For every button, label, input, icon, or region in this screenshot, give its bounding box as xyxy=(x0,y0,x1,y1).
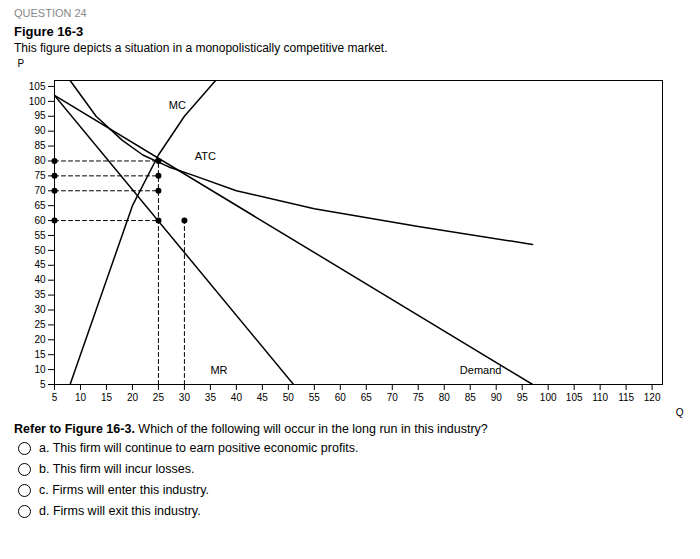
svg-text:MC: MC xyxy=(169,99,186,111)
svg-text:55: 55 xyxy=(34,230,46,241)
svg-text:85: 85 xyxy=(34,140,46,151)
svg-text:30: 30 xyxy=(179,392,191,403)
svg-text:10: 10 xyxy=(34,364,46,375)
svg-text:105: 105 xyxy=(29,81,46,92)
svg-text:75: 75 xyxy=(413,392,425,403)
html-text:b. This firm will incur losses: b. This firm will incur losses. xyxy=(39,462,195,476)
svg-text:MR: MR xyxy=(210,364,227,376)
svg-text:ATC: ATC xyxy=(195,149,216,161)
svg-text:10: 10 xyxy=(75,392,87,403)
html-text:Refer to Figure 16-3. Which of: Refer to Figure 16-3. Which of the follo… xyxy=(14,422,488,436)
svg-text:90: 90 xyxy=(491,392,503,403)
svg-text:75: 75 xyxy=(34,170,46,181)
svg-text:5: 5 xyxy=(52,392,58,403)
svg-text:45: 45 xyxy=(257,392,269,403)
html-text:Figure 16-3: Figure 16-3 xyxy=(14,24,84,39)
svg-text:90: 90 xyxy=(34,125,46,136)
svg-text:120: 120 xyxy=(644,392,661,403)
svg-text:P: P xyxy=(18,58,25,69)
svg-text:65: 65 xyxy=(34,200,46,211)
svg-text:25: 25 xyxy=(34,319,46,330)
svg-text:15: 15 xyxy=(101,392,113,403)
svg-text:115: 115 xyxy=(618,392,634,403)
svg-text:25: 25 xyxy=(153,392,165,403)
svg-text:50: 50 xyxy=(283,392,295,403)
svg-text:105: 105 xyxy=(566,392,583,403)
svg-text:85: 85 xyxy=(465,392,477,403)
html-text:a. This firm will continue to: a. This firm will continue to earn posit… xyxy=(39,441,359,455)
html-text:d. Firms will exit this indust: d. Firms will exit this industry. xyxy=(39,504,201,518)
svg-text:70: 70 xyxy=(387,392,399,403)
svg-text:35: 35 xyxy=(205,392,217,403)
svg-text:40: 40 xyxy=(231,392,243,403)
svg-text:110: 110 xyxy=(592,392,608,403)
svg-text:95: 95 xyxy=(34,110,46,121)
svg-text:65: 65 xyxy=(361,392,373,403)
svg-text:Q: Q xyxy=(676,407,684,418)
svg-text:20: 20 xyxy=(34,334,46,345)
svg-text:95: 95 xyxy=(517,392,529,403)
svg-text:45: 45 xyxy=(34,259,46,270)
svg-text:55: 55 xyxy=(309,392,321,403)
html-text:QUESTION 24: QUESTION 24 xyxy=(14,7,87,19)
svg-text:40: 40 xyxy=(34,274,46,285)
svg-text:60: 60 xyxy=(34,215,46,226)
svg-text:60: 60 xyxy=(335,392,347,403)
svg-text:20: 20 xyxy=(127,392,139,403)
svg-text:100: 100 xyxy=(29,96,46,107)
svg-text:Demand: Demand xyxy=(460,364,502,376)
html-text:c. Firms will enter this indus: c. Firms will enter this industry. xyxy=(39,483,209,497)
html-text:This figure depicts a situatio: This figure depicts a situation in a mon… xyxy=(14,41,388,55)
svg-text:5: 5 xyxy=(40,379,46,390)
svg-text:30: 30 xyxy=(34,304,46,315)
svg-text:50: 50 xyxy=(34,245,46,256)
svg-text:100: 100 xyxy=(540,392,557,403)
svg-text:70: 70 xyxy=(34,185,46,196)
svg-text:80: 80 xyxy=(439,392,451,403)
svg-text:15: 15 xyxy=(34,349,46,360)
svg-text:35: 35 xyxy=(34,289,46,300)
svg-text:80: 80 xyxy=(34,155,46,166)
